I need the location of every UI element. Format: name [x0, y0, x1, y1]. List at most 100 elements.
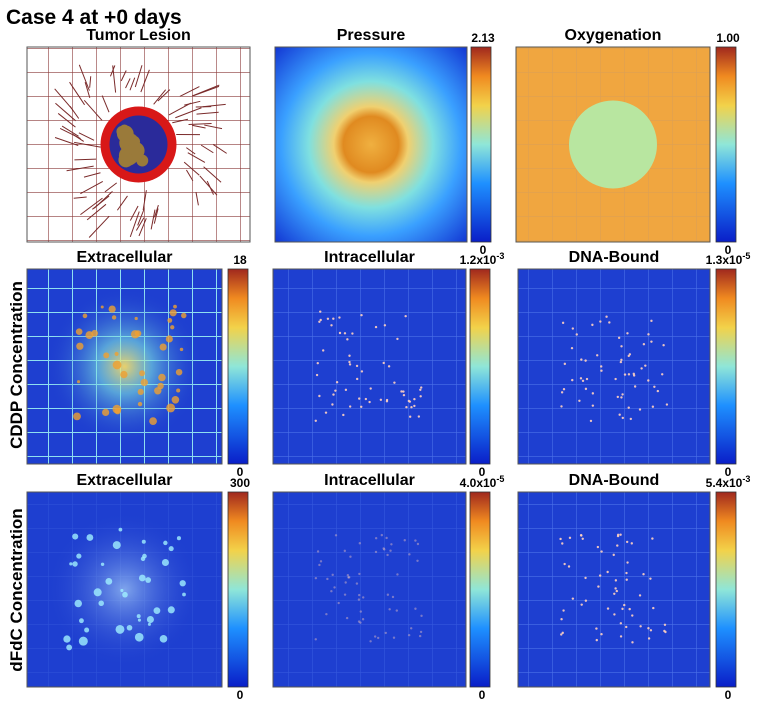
speck	[621, 393, 624, 396]
speck	[580, 358, 583, 361]
speck	[377, 636, 380, 640]
panel-image	[27, 492, 222, 687]
speck	[616, 544, 619, 547]
sprout	[153, 208, 159, 224]
speck	[145, 577, 152, 583]
speck	[176, 536, 181, 541]
speck	[361, 618, 365, 621]
speck	[318, 320, 321, 323]
speck	[388, 608, 391, 611]
speck	[561, 321, 565, 325]
sprout	[196, 111, 219, 115]
speck	[408, 553, 411, 556]
colorbar-min-label: 0	[725, 243, 732, 257]
speck	[108, 305, 116, 313]
panel-image	[518, 269, 710, 464]
speck	[146, 615, 154, 624]
sprout	[55, 102, 76, 122]
speck	[404, 314, 407, 318]
speck	[102, 408, 110, 417]
speck	[418, 634, 422, 638]
panel-image	[27, 269, 222, 464]
speck	[653, 385, 656, 388]
speck	[619, 635, 623, 638]
speck	[314, 576, 318, 580]
sprout	[192, 124, 206, 129]
speck	[605, 315, 608, 318]
speck	[647, 333, 650, 336]
speck	[619, 360, 623, 364]
speck	[606, 607, 610, 610]
colorbar	[227, 491, 249, 688]
speck	[137, 618, 141, 622]
speck	[369, 387, 372, 390]
panel: DNA-Bound 5.4x10-3 0	[517, 472, 750, 702]
speck	[141, 539, 146, 544]
speck	[161, 558, 169, 567]
panel: Tumor Lesion	[26, 27, 251, 243]
speck	[413, 404, 416, 408]
sprout	[200, 144, 214, 154]
sprout	[186, 147, 196, 155]
speck	[584, 599, 588, 602]
speck	[650, 340, 653, 343]
speck	[319, 310, 322, 313]
speck	[581, 379, 585, 383]
speck	[76, 342, 84, 350]
sprout	[69, 81, 85, 106]
colorbar-max-label: 4.0x10-5	[460, 474, 505, 490]
label-exponent: -3	[496, 251, 504, 261]
speck	[384, 631, 387, 635]
speck	[331, 403, 334, 406]
speck	[649, 577, 652, 580]
speck	[63, 635, 71, 643]
speck	[638, 594, 642, 597]
speck	[393, 381, 396, 384]
speck	[385, 400, 389, 403]
speck	[584, 387, 588, 391]
speck	[591, 323, 594, 327]
panel-title: DNA-Bound	[569, 249, 660, 266]
speck	[591, 392, 595, 395]
speck	[74, 599, 82, 608]
speck	[563, 562, 566, 566]
colorbar-min-label: 0	[480, 243, 487, 257]
speck	[416, 542, 420, 546]
speck	[358, 593, 361, 597]
colorbar-min-label: 0	[725, 688, 732, 702]
speck	[650, 319, 653, 323]
speck	[362, 596, 365, 599]
speck	[408, 415, 412, 418]
speck	[153, 607, 161, 614]
sprout	[175, 107, 202, 119]
speck	[632, 372, 635, 376]
speck	[606, 570, 609, 574]
speck	[580, 534, 583, 537]
speck	[126, 624, 133, 631]
panel: Intracellular 4.0x10-5 0	[272, 472, 505, 702]
speck	[347, 576, 351, 579]
speck	[600, 633, 603, 636]
speck	[614, 377, 617, 381]
sprout	[84, 81, 91, 99]
speck	[114, 407, 121, 415]
speck	[334, 389, 337, 392]
necrosis	[129, 136, 141, 147]
colorbar	[227, 268, 249, 465]
speck	[623, 603, 626, 607]
speck	[137, 388, 144, 395]
sprout	[80, 181, 104, 195]
speck	[360, 370, 364, 373]
speck	[618, 413, 621, 416]
speck	[326, 317, 330, 320]
speck	[629, 417, 633, 421]
speck	[316, 361, 319, 365]
speck	[166, 403, 176, 413]
speck	[420, 386, 423, 389]
speck	[389, 549, 392, 552]
speck	[625, 571, 628, 575]
speck	[644, 364, 647, 367]
speck	[369, 640, 372, 643]
speck	[614, 587, 617, 590]
speck	[330, 590, 333, 593]
